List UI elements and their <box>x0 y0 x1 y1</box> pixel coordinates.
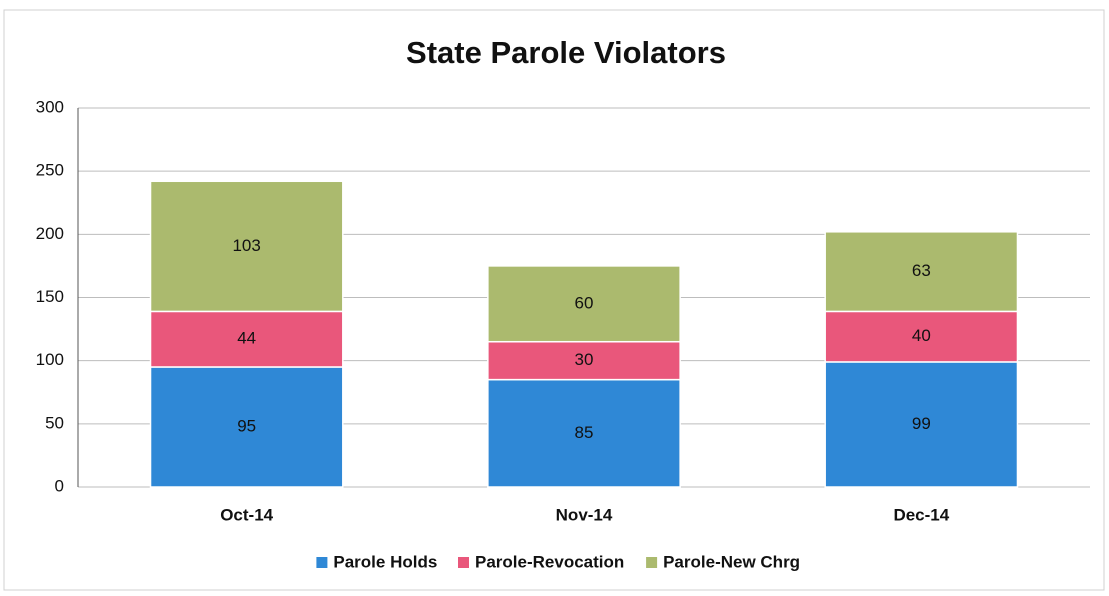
data-label: 60 <box>575 293 594 312</box>
y-tick-label: 300 <box>36 97 64 116</box>
bar-segment <box>824 231 1019 313</box>
data-label: 63 <box>912 261 931 280</box>
x-tick-label: Dec-14 <box>893 505 949 524</box>
bar-segment <box>149 180 344 313</box>
legend-swatch <box>646 557 658 568</box>
x-tick-label: Nov-14 <box>556 505 613 524</box>
data-label: 103 <box>232 236 260 255</box>
y-tick-label: 200 <box>36 224 64 243</box>
bar-segment <box>149 366 344 488</box>
legend-label: Parole Holds <box>333 552 437 571</box>
y-tick-label: 0 <box>55 476 64 495</box>
data-label: 44 <box>237 329 256 348</box>
legend-label: Parole-Revocation <box>475 552 624 571</box>
x-tick-label: Oct-14 <box>220 505 273 524</box>
bar-segment <box>824 310 1019 363</box>
data-label: 99 <box>912 414 931 433</box>
data-label: 40 <box>912 326 931 345</box>
data-label: 95 <box>237 416 256 435</box>
legend-label: Parole-New Chrg <box>663 552 800 571</box>
data-label: 85 <box>575 423 594 442</box>
chart-title: State Parole Violators <box>406 35 726 70</box>
y-tick-label: 250 <box>36 161 64 180</box>
bar-segment <box>487 378 681 488</box>
legend-swatch <box>458 557 469 568</box>
data-label: 30 <box>575 350 594 369</box>
bar-segment <box>824 361 1019 488</box>
y-tick-label: 150 <box>36 287 64 306</box>
y-tick-label: 50 <box>45 413 64 432</box>
legend-swatch <box>316 557 328 568</box>
y-tick-label: 100 <box>36 350 64 369</box>
bar-segment <box>149 310 344 368</box>
bar-segment <box>487 265 681 343</box>
